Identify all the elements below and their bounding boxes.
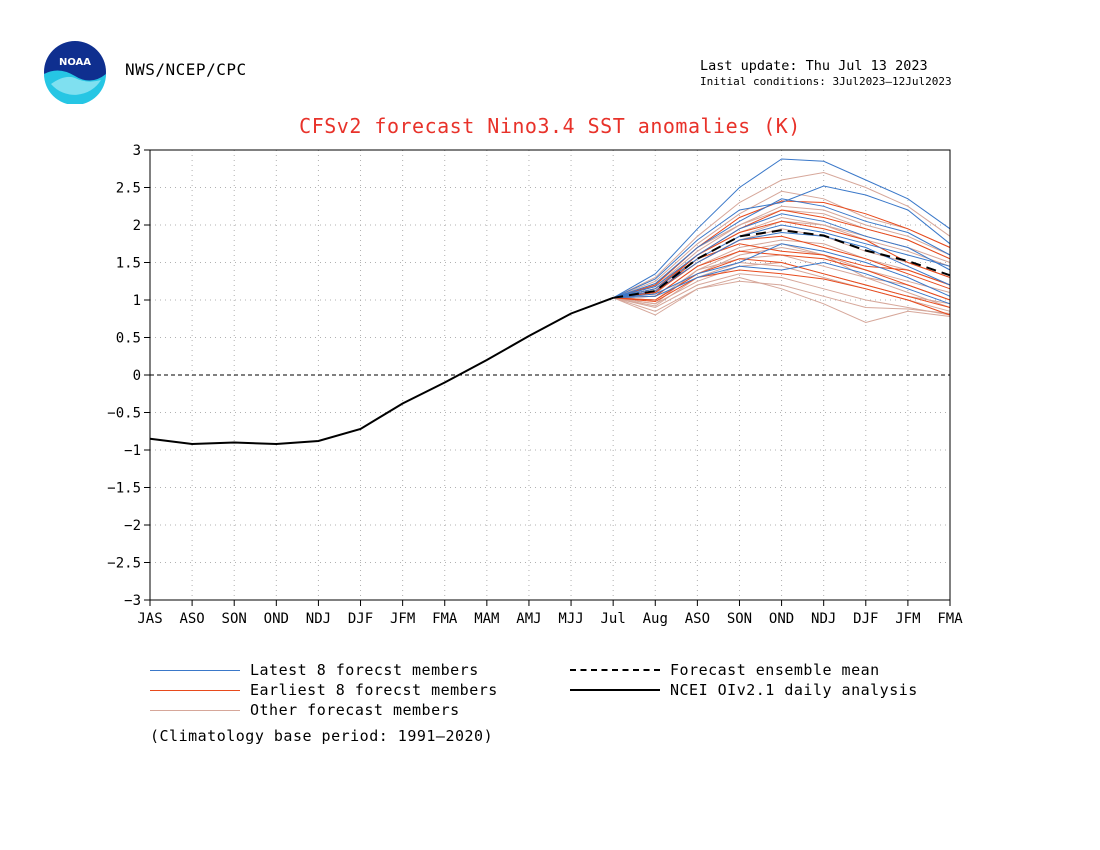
legend-label-earliest: Earliest 8 forecst members	[250, 681, 498, 699]
forecast-member-other	[613, 190, 951, 299]
forecast-member-latest	[613, 198, 951, 299]
forecast-member-latest	[613, 213, 951, 299]
x-tick-label: AMJ	[516, 611, 541, 627]
x-tick-label: NDJ	[811, 611, 836, 627]
legend-label-mean: Forecast ensemble mean	[670, 661, 880, 679]
y-tick-label: −3	[124, 593, 141, 609]
legend-swatch-other	[150, 709, 240, 711]
x-tick-label: FMA	[432, 611, 458, 627]
observed-line	[149, 296, 614, 446]
x-tick-label: ASO	[179, 611, 204, 627]
x-tick-label: JFM	[895, 611, 920, 627]
logo-text: NOAA	[59, 57, 91, 68]
forecast-member-earliest	[613, 258, 951, 308]
legend-item-mean: Forecast ensemble mean	[570, 660, 880, 680]
x-tick-label: ASO	[685, 611, 710, 627]
x-tick-label: JAS	[137, 611, 162, 627]
noaa-logo: NOAA	[44, 41, 106, 104]
y-tick-label: −0.5	[107, 406, 141, 422]
forecast-member-earliest	[613, 250, 951, 301]
x-tick-label: Jul	[601, 611, 626, 627]
y-tick-label: −2	[124, 518, 141, 534]
y-tick-label: 1	[133, 293, 141, 309]
forecast-member-earliest	[613, 269, 951, 316]
ensemble-mean-line	[613, 229, 951, 299]
agency-name: NWS/NCEP/CPC	[125, 60, 247, 79]
x-tick-label: DJF	[853, 611, 878, 627]
legend-item-other: Other forecast members	[150, 700, 460, 720]
x-tick-label: MJJ	[558, 611, 583, 627]
x-tick-label: NDJ	[306, 611, 331, 627]
main-series-layer	[149, 229, 951, 446]
x-tick-label: FMA	[937, 611, 963, 627]
forecast-member-earliest	[613, 200, 951, 299]
legend-swatch-latest	[150, 669, 240, 671]
y-tick-label: 0	[133, 368, 141, 384]
y-tick-label: 2	[133, 218, 141, 234]
x-tick-label: OND	[769, 611, 794, 627]
forecast-member-earliest	[613, 209, 951, 299]
y-tick-label: 3	[133, 143, 141, 159]
legend-swatch-mean	[570, 669, 660, 671]
legend-label-latest: Latest 8 forecst members	[250, 661, 479, 679]
legend-label-other: Other forecast members	[250, 701, 460, 719]
x-tick-label: SON	[222, 611, 247, 627]
legend-item-latest: Latest 8 forecst members	[150, 660, 479, 680]
legend-label-observed: NCEI OIv2.1 daily analysis	[670, 681, 918, 699]
chart-legend: Latest 8 forecst members Earliest 8 fore…	[150, 660, 1050, 760]
legend-swatch-observed	[570, 689, 660, 691]
x-tick-label: JFM	[390, 611, 415, 627]
x-tick-label: MAM	[474, 611, 499, 627]
y-tick-label: −2.5	[107, 556, 141, 572]
legend-item-earliest: Earliest 8 forecst members	[150, 680, 498, 700]
x-tick-label: DJF	[348, 611, 373, 627]
forecast-member-other	[613, 280, 951, 316]
y-tick-label: 1.5	[116, 256, 141, 272]
x-tick-label: Aug	[643, 611, 668, 627]
initial-conditions: Initial conditions: 3Jul2023–12Jul2023	[700, 75, 952, 88]
forecast-member-latest	[613, 261, 951, 305]
climatology-note: (Climatology base period: 1991–2020)	[150, 727, 494, 745]
last-update: Last update: Thu Jul 13 2023	[700, 58, 928, 74]
x-axis-layer: JAS ASO SON OND NDJ DJF JFM FMA MAM AMJ MJJ Jul Aug A…	[137, 600, 963, 627]
y-tick-label: 2.5	[116, 181, 141, 197]
forecast-member-latest	[613, 231, 951, 299]
forecast-member-latest	[612, 158, 951, 299]
x-tick-label: OND	[264, 611, 289, 627]
forecast-member-latest	[613, 243, 951, 299]
chart-title: CFSv2 forecast Nino3.4 SST anomalies (K)	[299, 114, 801, 138]
legend-item-observed: NCEI OIv2.1 daily analysis	[570, 680, 918, 700]
forecast-members-layer	[612, 158, 951, 324]
forecast-member-other	[612, 171, 951, 299]
forecast-member-other	[613, 276, 951, 324]
x-tick-label: SON	[727, 611, 752, 627]
forecast-member-latest	[613, 224, 951, 299]
y-tick-label: −1	[124, 443, 141, 459]
y-axis-layer: 3 2.5 2 1.5 1 0.5 0 −0.5 −1 −1.5 −2 −2.5 −3	[107, 143, 150, 609]
legend-swatch-earliest	[150, 689, 240, 691]
forecast-member-latest	[612, 185, 951, 299]
forecast-member-other	[613, 273, 951, 316]
y-tick-label: 0.5	[116, 331, 141, 347]
y-tick-label: −1.5	[107, 481, 141, 497]
